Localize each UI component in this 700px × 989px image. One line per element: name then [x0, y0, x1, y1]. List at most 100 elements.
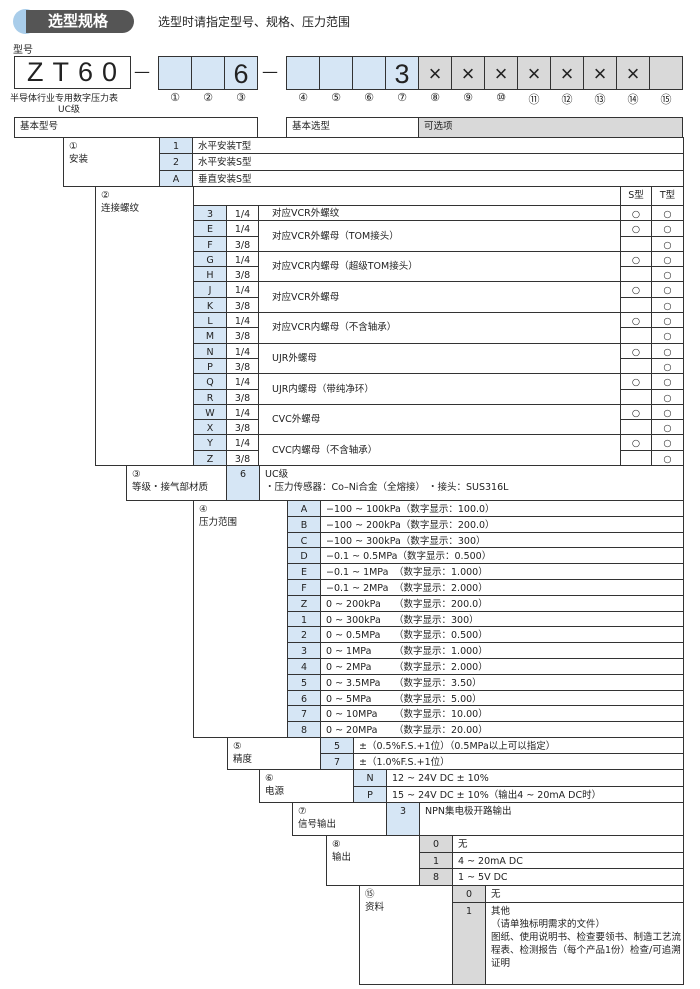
code-box-4[interactable] — [286, 56, 320, 90]
thread-code[interactable]: W — [193, 403, 227, 421]
option-code[interactable]: P — [353, 785, 387, 803]
thread-code[interactable]: J — [193, 281, 227, 298]
pressure-code[interactable]: 4 — [287, 658, 321, 675]
s-type-mark: ○ — [620, 205, 652, 222]
code-box-8[interactable]: × — [418, 56, 452, 90]
thread-code[interactable]: M — [193, 327, 227, 344]
option-code[interactable]: 2 — [159, 153, 193, 171]
s-type-mark — [620, 449, 652, 466]
code-box-15[interactable] — [649, 56, 683, 90]
position-number: ⑦ — [397, 91, 407, 104]
thread-size: 1/4 — [226, 220, 259, 237]
option-code[interactable]: 3 — [386, 802, 420, 836]
code-box-10[interactable]: × — [484, 56, 518, 90]
option-code[interactable]: 7 — [320, 753, 354, 770]
code-box-11[interactable]: × — [517, 56, 551, 90]
option-code[interactable]: 0 — [419, 835, 453, 853]
option-text: 15 ~ 24V DC ± 10%（输出4 ~ 20mA DC时） — [392, 789, 602, 801]
option-text: 无 — [458, 839, 468, 850]
thread-code[interactable]: P — [193, 357, 227, 375]
option-code[interactable]: 1 — [419, 851, 453, 870]
thread-code[interactable]: Z — [193, 449, 227, 466]
legend-basic-model: 基本型号 — [14, 117, 258, 138]
range-value: 0 ~ 1MPa — [326, 646, 372, 658]
s-type-mark — [620, 388, 652, 405]
pressure-code[interactable]: 5 — [287, 673, 321, 691]
pressure-code[interactable]: 1 — [287, 610, 321, 628]
section-number: ④ — [199, 504, 208, 515]
thread-code[interactable]: X — [193, 419, 227, 436]
pressure-code[interactable]: B — [287, 515, 321, 533]
pressure-code[interactable]: 3 — [287, 642, 321, 659]
thread-size: 3/8 — [226, 357, 259, 375]
code-box-3[interactable]: 6 — [224, 56, 258, 90]
pressure-code[interactable]: C — [287, 531, 321, 549]
position-number: ⑮ — [660, 93, 672, 106]
thread-code[interactable]: E — [193, 220, 227, 237]
section-s5-label: ⑤ 精度 — [227, 737, 321, 770]
code-box-7[interactable]: 3 — [385, 56, 419, 90]
option-code[interactable]: N — [353, 769, 387, 787]
thread-description: UJR外螺母 — [258, 342, 621, 375]
code-box-2[interactable] — [191, 56, 225, 90]
thread-code[interactable]: L — [193, 312, 227, 329]
code-box-14[interactable]: × — [616, 56, 650, 90]
thread-size: 3/8 — [226, 449, 259, 466]
thread-code[interactable]: Q — [193, 373, 227, 390]
thread-code[interactable]: H — [193, 266, 227, 283]
thread-code[interactable]: F — [193, 235, 227, 252]
section-label: 输出 — [332, 852, 352, 863]
option-code[interactable]: A — [159, 169, 193, 187]
s-type-mark: ○ — [620, 250, 652, 268]
thread-code[interactable]: N — [193, 342, 227, 359]
display-value: （数字显示：0.500） — [394, 630, 488, 642]
option-text: 其他 — [491, 906, 511, 917]
option-description: NPN集电极开路输出 — [419, 802, 684, 836]
code-box-13[interactable]: × — [583, 56, 617, 90]
section-s3-label: ③ 等级・接气部材质 — [126, 465, 227, 501]
section-label: 连接螺纹 — [101, 203, 140, 214]
code-box-5[interactable] — [319, 56, 353, 90]
pressure-code[interactable]: Z — [287, 594, 321, 612]
code-box-12[interactable]: × — [550, 56, 584, 90]
column-header-s: S型 — [620, 186, 652, 206]
thread-code[interactable]: R — [193, 388, 227, 405]
pressure-code[interactable]: 8 — [287, 721, 321, 738]
option-description: 无 — [485, 885, 684, 903]
range-value: 0 ~ 5MPa — [326, 693, 372, 705]
pressure-range: −0.1 ~ 1MPa （数字显示：1.000） — [320, 563, 684, 580]
thread-code[interactable]: K — [193, 296, 227, 314]
option-code[interactable]: 0 — [452, 885, 486, 903]
section-number: ⑥ — [265, 773, 274, 784]
pressure-code[interactable]: A — [287, 500, 321, 517]
pressure-range: 0 ~ 20MPa （数字显示：20.00） — [320, 721, 684, 738]
option-code[interactable]: 5 — [320, 737, 354, 754]
option-code[interactable]: 1 — [159, 137, 193, 155]
option-text: 12 ~ 24V DC ± 10% — [392, 773, 489, 784]
column-header-t: T型 — [651, 186, 684, 206]
pressure-code[interactable]: 6 — [287, 689, 321, 707]
pressure-range: 0 ~ 10MPa （数字显示：10.00） — [320, 705, 684, 723]
option-code[interactable]: 6 — [226, 465, 260, 501]
code-box-6[interactable] — [352, 56, 386, 90]
s-type-mark — [620, 357, 652, 375]
range-value: 0 ~ 300kPa — [326, 614, 381, 626]
option-description: 其他 （请单独标明需求的文件） 图纸、使用说明书、检查要领书、制造工艺流程表、检测报… — [485, 902, 684, 985]
pressure-code[interactable]: E — [287, 563, 321, 580]
display-value: （数字显示：2.000） — [394, 662, 488, 673]
code-box-9[interactable]: × — [451, 56, 485, 90]
section-label: 安装 — [69, 154, 89, 165]
s-type-mark — [620, 296, 652, 314]
option-description: 15 ~ 24V DC ± 10%（输出4 ~ 20mA DC时） — [386, 785, 684, 803]
option-code[interactable]: 1 — [452, 902, 486, 985]
code-box-1[interactable] — [158, 56, 192, 90]
thread-code[interactable]: Y — [193, 434, 227, 451]
pressure-code[interactable]: 7 — [287, 705, 321, 723]
pressure-code[interactable]: D — [287, 547, 321, 565]
pressure-code[interactable]: F — [287, 579, 321, 596]
thread-code[interactable]: G — [193, 250, 227, 268]
thread-code[interactable]: 3 — [193, 205, 227, 222]
option-text-2: ・压力传感器：Co–Ni合金（全熔接） ・接头：SUS316L — [265, 482, 509, 493]
option-code[interactable]: 8 — [419, 868, 453, 887]
pressure-code[interactable]: 2 — [287, 626, 321, 644]
